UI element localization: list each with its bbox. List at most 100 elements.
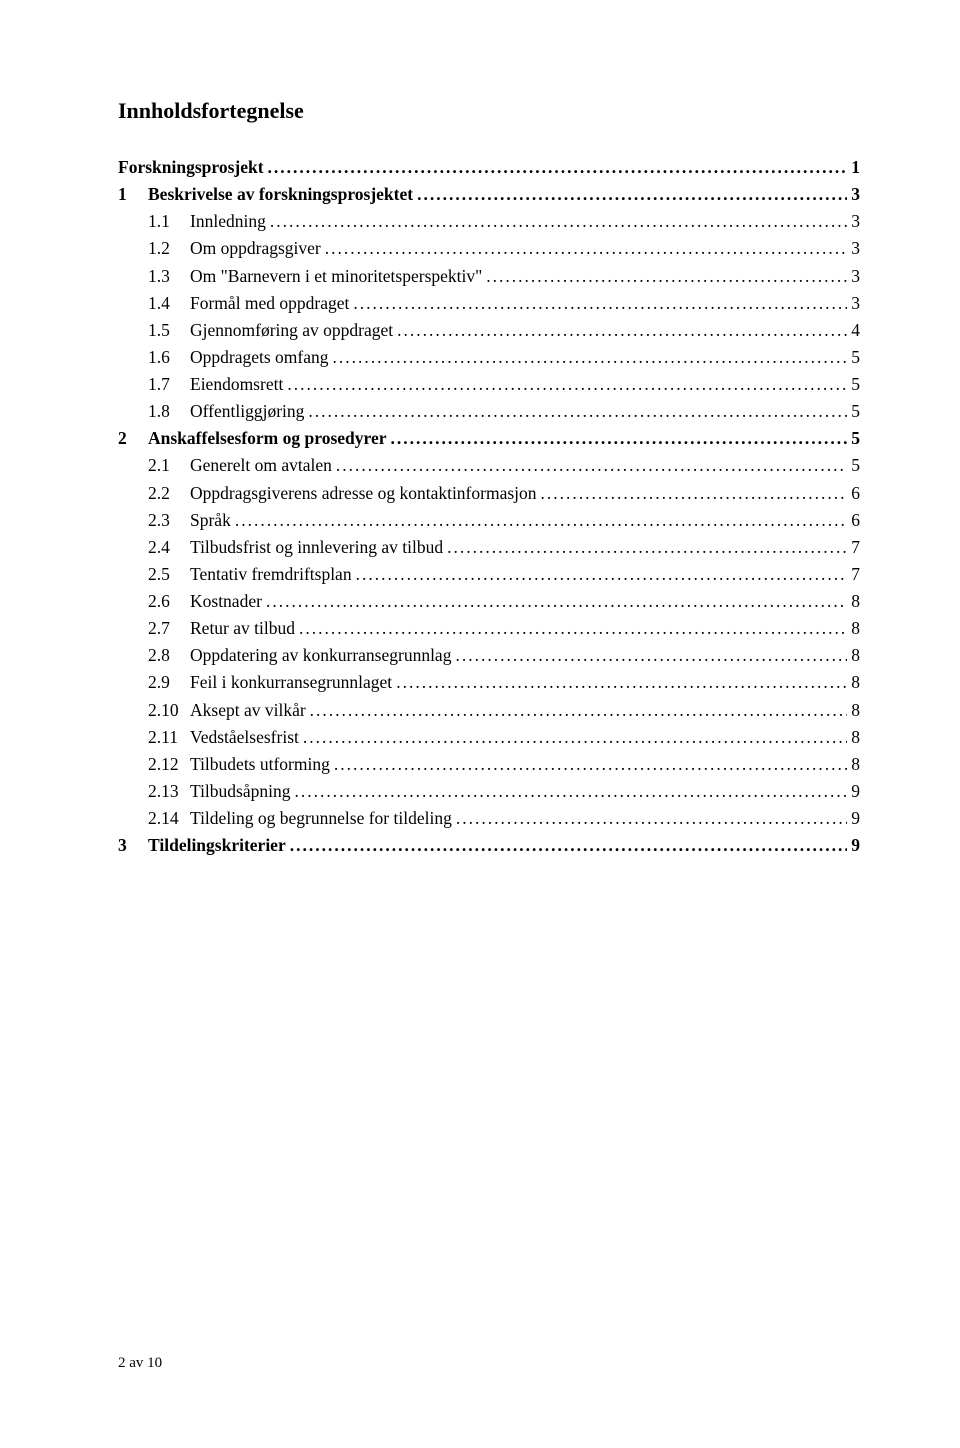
toc-number: 2.3: [148, 507, 190, 534]
toc-entry: 2.14Tildeling og begrunnelse for tildeli…: [118, 805, 860, 832]
toc-page: 8: [847, 615, 860, 642]
toc-page: 3: [847, 208, 860, 235]
toc-number: 3: [118, 832, 148, 859]
toc-label: Forskningsprosjekt: [118, 154, 264, 181]
toc-page: 4: [847, 317, 860, 344]
toc-page: 3: [847, 181, 860, 208]
toc-entry: 2.1Generelt om avtalen5: [118, 452, 860, 479]
toc-label: Gjennomføring av oppdraget: [190, 317, 393, 344]
toc-leader: [352, 561, 848, 588]
toc-label: Formål med oppdraget: [190, 290, 349, 317]
toc-entry: 2.12Tilbudets utforming 8: [118, 751, 860, 778]
toc-number: 2.1: [148, 452, 190, 479]
toc-number: 1.8: [148, 398, 190, 425]
toc-label: Tildelingskriterier: [148, 832, 286, 859]
toc-entry: 2.11Vedståelsesfrist 8: [118, 724, 860, 751]
toc-entry: 1.8Offentliggjøring5: [118, 398, 860, 425]
toc-entry: 1.7Eiendomsrett 5: [118, 371, 860, 398]
toc-page: 6: [847, 480, 860, 507]
toc-entry: 2.7Retur av tilbud 8: [118, 615, 860, 642]
toc-leader: [262, 588, 847, 615]
toc-number: 2.6: [148, 588, 190, 615]
toc-label: Oppdragsgiverens adresse og kontaktinfor…: [190, 480, 537, 507]
toc-entry: 2.13Tilbudsåpning 9: [118, 778, 860, 805]
toc-entry: 1.2Om oppdragsgiver3: [118, 235, 860, 262]
toc-entry: 1.4Formål med oppdraget3: [118, 290, 860, 317]
toc-number: 2.2: [148, 480, 190, 507]
toc-entry: 1.1Innledning3: [118, 208, 860, 235]
toc-page: 8: [847, 642, 860, 669]
toc-label: Eiendomsrett: [190, 371, 283, 398]
toc-page: 9: [847, 778, 860, 805]
toc-label: Tilbudets utforming: [190, 751, 330, 778]
toc-page: 5: [847, 398, 860, 425]
toc-leader: [329, 344, 848, 371]
toc-label: Vedståelsesfrist: [190, 724, 299, 751]
page-title: Innholdsfortegnelse: [118, 98, 860, 124]
toc-page: 5: [847, 425, 860, 452]
page-footer: 2 av 10: [118, 1355, 162, 1372]
toc-leader: [393, 317, 847, 344]
toc-entry: 2.4Tilbudsfrist og innlevering av tilbud…: [118, 534, 860, 561]
toc-label: Feil i konkurransegrunnlaget: [190, 669, 392, 696]
toc-leader: [387, 425, 848, 452]
toc-number: 1: [118, 181, 148, 208]
toc-number: 1.4: [148, 290, 190, 317]
toc-entry: 2.10Aksept av vilkår8: [118, 697, 860, 724]
toc-number: 1.6: [148, 344, 190, 371]
toc-leader: [392, 669, 847, 696]
toc-entry: 2.3Språk6: [118, 507, 860, 534]
toc-number: 2.12: [148, 751, 190, 778]
toc-label: Kostnader: [190, 588, 262, 615]
toc-label: Tilbudsfrist og innlevering av tilbud: [190, 534, 443, 561]
toc-page: 3: [847, 235, 860, 262]
toc-page: 7: [847, 561, 860, 588]
toc-label: Anskaffelsesform og prosedyrer: [148, 425, 387, 452]
toc-number: 2.13: [148, 778, 190, 805]
toc-number: 1.5: [148, 317, 190, 344]
toc-page: 9: [847, 805, 860, 832]
toc-page: 8: [847, 724, 860, 751]
toc-leader: [443, 534, 847, 561]
toc-page: 9: [847, 832, 860, 859]
toc-leader: [264, 154, 848, 181]
toc-leader: [283, 371, 847, 398]
toc-leader: [291, 778, 848, 805]
toc-page: 8: [847, 588, 860, 615]
toc-label: Oppdatering av konkurransegrunnlag: [190, 642, 451, 669]
toc-page: 6: [847, 507, 860, 534]
toc-label: Retur av tilbud: [190, 615, 295, 642]
toc-label: Aksept av vilkår: [190, 697, 306, 724]
toc-leader: [299, 724, 847, 751]
toc-page: 7: [847, 534, 860, 561]
toc-leader: [451, 642, 847, 669]
toc-entry: 2Anskaffelsesform og prosedyrer5: [118, 425, 860, 452]
toc-entry: 1.6Oppdragets omfang5: [118, 344, 860, 371]
toc-number: 2.9: [148, 669, 190, 696]
toc-number: 2.11: [148, 724, 190, 751]
toc-label: Tilbudsåpning: [190, 778, 291, 805]
table-of-contents: Forskningsprosjekt11Beskrivelse av forsk…: [118, 154, 860, 859]
toc-leader: [537, 480, 848, 507]
toc-number: 2.7: [148, 615, 190, 642]
toc-leader: [330, 751, 847, 778]
toc-entry: Forskningsprosjekt1: [118, 154, 860, 181]
toc-page: 5: [847, 371, 860, 398]
toc-number: 1.7: [148, 371, 190, 398]
toc-page: 3: [847, 263, 860, 290]
toc-entry: 2.8Oppdatering av konkurransegrunnlag8: [118, 642, 860, 669]
toc-leader: [413, 181, 847, 208]
toc-number: 2.4: [148, 534, 190, 561]
toc-page: 5: [847, 344, 860, 371]
toc-page: 8: [847, 751, 860, 778]
toc-leader: [231, 507, 847, 534]
toc-label: Om "Barnevern i et minoritetsperspektiv": [190, 263, 482, 290]
toc-label: Beskrivelse av forskningsprosjektet: [148, 181, 413, 208]
toc-number: 2.10: [148, 697, 190, 724]
toc-entry: 2.2Oppdragsgiverens adresse og kontaktin…: [118, 480, 860, 507]
toc-number: 2.14: [148, 805, 190, 832]
toc-number: 1.1: [148, 208, 190, 235]
toc-leader: [349, 290, 847, 317]
toc-page: 8: [847, 669, 860, 696]
toc-label: Generelt om avtalen: [190, 452, 332, 479]
